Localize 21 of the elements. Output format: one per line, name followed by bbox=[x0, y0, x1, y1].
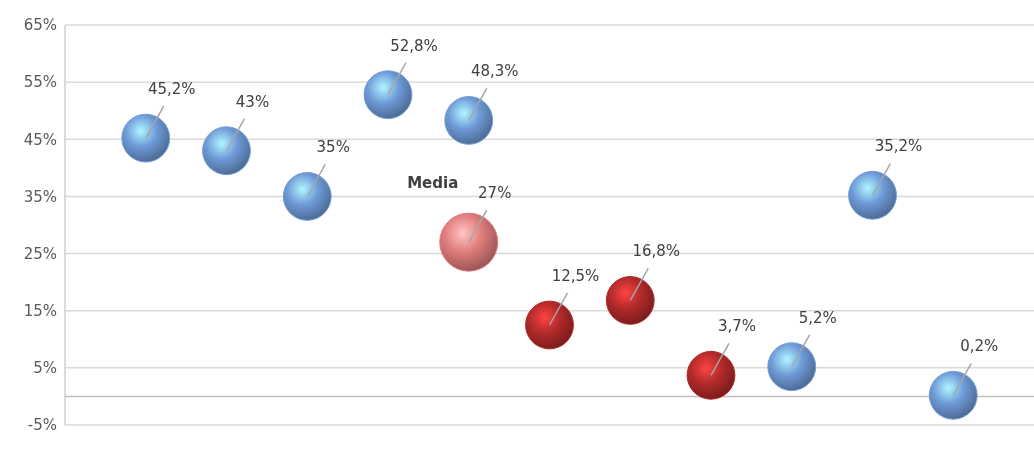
data-label: 45,2% bbox=[147, 80, 196, 99]
data-label: 27% bbox=[478, 184, 512, 203]
data-label: 12,5% bbox=[551, 267, 600, 285]
data-label: 0,2% bbox=[960, 337, 999, 356]
data-label: 35,2% bbox=[874, 137, 923, 156]
y-tick-label: -5% bbox=[27, 416, 57, 435]
data-label: 5,2% bbox=[798, 308, 837, 327]
y-tick-label: 25% bbox=[23, 244, 57, 263]
y-tick-label: 5% bbox=[33, 359, 57, 378]
data-label: 3,7% bbox=[717, 317, 757, 336]
y-tick-label: 45% bbox=[23, 130, 57, 149]
data-label: 35% bbox=[316, 138, 350, 157]
y-tick-label: 35% bbox=[23, 187, 57, 206]
data-label: 48,3% bbox=[470, 62, 519, 81]
data-label: 43% bbox=[235, 92, 270, 111]
data-label: 52,8% bbox=[390, 36, 438, 55]
y-tick-label: 15% bbox=[23, 301, 57, 320]
series-label: Media bbox=[407, 174, 459, 193]
data-label: 16,8% bbox=[632, 242, 681, 261]
y-tick-label: 55% bbox=[23, 73, 57, 92]
y-tick-label: 65% bbox=[23, 16, 57, 35]
